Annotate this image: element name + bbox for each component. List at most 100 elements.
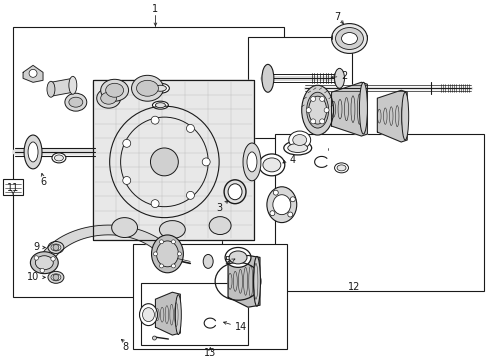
Ellipse shape (30, 252, 58, 274)
Ellipse shape (401, 92, 408, 140)
Text: 9: 9 (33, 243, 39, 252)
Ellipse shape (301, 85, 333, 135)
Polygon shape (23, 66, 43, 82)
Ellipse shape (272, 195, 290, 215)
Text: 8: 8 (122, 342, 128, 352)
Bar (3, 179, 23, 195)
Circle shape (153, 252, 157, 256)
Polygon shape (93, 80, 253, 239)
Text: 7: 7 (334, 12, 340, 22)
Ellipse shape (224, 247, 250, 267)
Ellipse shape (69, 97, 82, 107)
Text: 11: 11 (7, 183, 19, 193)
Circle shape (310, 119, 315, 124)
Circle shape (151, 200, 159, 208)
Bar (222, 162, 313, 251)
Ellipse shape (292, 135, 306, 145)
Polygon shape (377, 90, 407, 142)
Ellipse shape (246, 152, 256, 172)
Circle shape (159, 264, 163, 268)
Ellipse shape (65, 93, 86, 111)
Ellipse shape (159, 221, 185, 239)
Ellipse shape (283, 141, 311, 155)
Circle shape (171, 240, 175, 244)
Ellipse shape (203, 255, 213, 268)
Ellipse shape (154, 85, 166, 91)
Ellipse shape (51, 274, 61, 281)
Text: 1: 1 (152, 4, 158, 14)
Circle shape (324, 108, 328, 113)
Bar (13, 27, 283, 297)
Text: 5: 5 (224, 256, 229, 266)
Circle shape (186, 192, 194, 199)
Circle shape (53, 244, 59, 251)
Ellipse shape (24, 135, 42, 169)
Circle shape (53, 274, 59, 280)
Ellipse shape (287, 144, 307, 152)
Text: 10: 10 (27, 272, 39, 282)
Circle shape (40, 268, 44, 273)
Ellipse shape (47, 81, 55, 97)
Circle shape (269, 211, 274, 216)
Ellipse shape (227, 184, 242, 200)
Ellipse shape (48, 271, 64, 283)
Circle shape (202, 158, 210, 166)
Ellipse shape (48, 242, 64, 253)
Ellipse shape (111, 218, 137, 238)
Ellipse shape (262, 64, 273, 92)
Circle shape (122, 139, 130, 147)
Text: 13: 13 (203, 348, 216, 358)
Ellipse shape (136, 80, 158, 96)
Ellipse shape (101, 79, 128, 101)
Polygon shape (51, 78, 73, 96)
Bar (140, 283, 247, 345)
Ellipse shape (35, 256, 53, 270)
Ellipse shape (101, 92, 117, 104)
Bar (132, 244, 286, 349)
Ellipse shape (151, 235, 183, 273)
Ellipse shape (209, 217, 231, 234)
Ellipse shape (253, 256, 260, 306)
Ellipse shape (105, 83, 123, 97)
Polygon shape (38, 225, 173, 264)
Text: 14: 14 (235, 322, 247, 332)
Ellipse shape (243, 143, 261, 181)
Circle shape (177, 252, 181, 256)
Circle shape (186, 125, 194, 132)
Circle shape (122, 176, 130, 184)
Ellipse shape (224, 180, 245, 204)
Ellipse shape (341, 32, 357, 45)
Circle shape (159, 240, 163, 244)
Ellipse shape (334, 163, 348, 173)
Ellipse shape (228, 251, 246, 264)
Circle shape (151, 116, 159, 124)
Text: 4: 4 (289, 155, 295, 165)
Circle shape (287, 212, 292, 217)
Polygon shape (227, 256, 260, 307)
Bar (274, 134, 483, 291)
Ellipse shape (336, 165, 346, 171)
Ellipse shape (142, 308, 154, 321)
Ellipse shape (28, 142, 38, 162)
Polygon shape (331, 82, 366, 136)
Circle shape (51, 257, 55, 261)
Text: 3: 3 (216, 203, 222, 213)
Ellipse shape (263, 158, 280, 172)
Ellipse shape (131, 75, 163, 101)
Circle shape (34, 256, 39, 260)
Circle shape (171, 264, 175, 268)
Circle shape (319, 119, 324, 124)
Ellipse shape (51, 244, 61, 251)
Ellipse shape (155, 103, 165, 108)
Ellipse shape (151, 83, 169, 93)
Circle shape (310, 96, 315, 102)
Ellipse shape (156, 241, 178, 267)
Circle shape (305, 108, 310, 113)
Ellipse shape (259, 154, 284, 176)
Circle shape (273, 190, 278, 195)
Ellipse shape (54, 155, 63, 161)
Circle shape (150, 148, 178, 176)
Ellipse shape (306, 92, 328, 128)
Circle shape (169, 256, 175, 261)
Circle shape (319, 96, 324, 102)
